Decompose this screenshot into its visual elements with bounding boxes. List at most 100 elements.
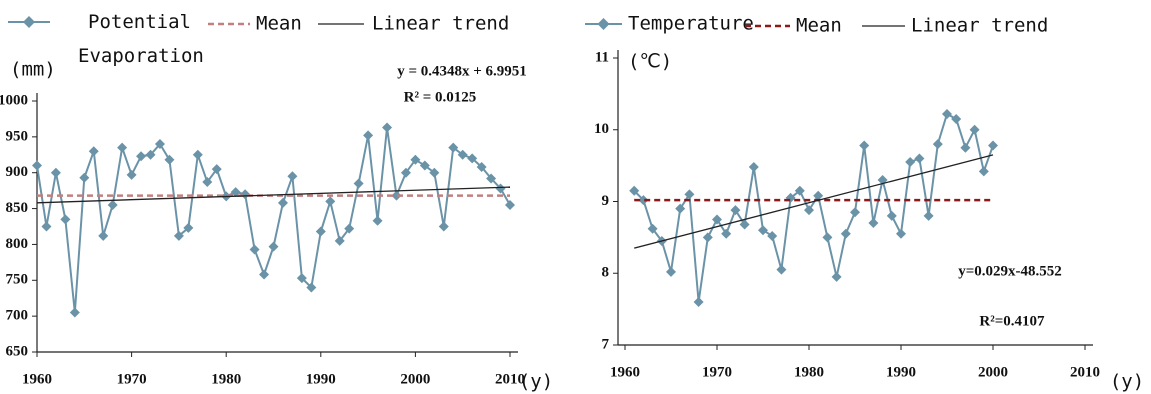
data-point (804, 205, 814, 216)
trend-line (36, 186, 511, 204)
data-point (767, 230, 778, 241)
data-point (410, 154, 421, 165)
x-tick-label: 2010 (495, 371, 525, 387)
data-point (684, 189, 695, 200)
data-point (776, 264, 787, 275)
r-squared: R² = 0.0125 (404, 89, 477, 105)
data-point (240, 189, 251, 200)
legend-marker (23, 16, 35, 28)
x-tick-label: 1960 (610, 364, 640, 380)
data-point (183, 222, 194, 233)
y-tick-label: 750 (6, 272, 29, 288)
data-point (978, 166, 989, 177)
data-point (107, 199, 118, 210)
data-point (647, 223, 658, 234)
data-point (840, 228, 851, 239)
data-point (712, 214, 722, 225)
x-tick-label: 2000 (978, 364, 1008, 380)
data-point (391, 190, 402, 201)
y-tick-label: 7 (602, 336, 610, 352)
data-point (259, 269, 270, 280)
data-point (693, 296, 704, 307)
y-tick-label: 9 (602, 193, 610, 209)
data-point (145, 149, 156, 160)
x-tick-label: 1990 (886, 364, 916, 380)
data-point (372, 215, 383, 226)
y-axis-label: (mm) (10, 59, 56, 81)
data-point (822, 232, 833, 243)
data-point (942, 108, 952, 119)
data-point (638, 195, 649, 206)
data-point (192, 149, 203, 160)
data-point (666, 266, 676, 277)
x-tick-label: 1970 (117, 371, 147, 387)
data-point (914, 153, 925, 164)
data-point (429, 167, 440, 178)
data-point (896, 228, 906, 239)
data-point (136, 151, 147, 162)
x-tick-label: 2010 (1070, 364, 1100, 380)
data-point (164, 154, 175, 165)
data-point (850, 207, 860, 218)
data-point (721, 228, 732, 239)
data-point (315, 226, 326, 237)
data-point (730, 205, 741, 216)
data-point (886, 210, 897, 221)
y-tick-label: 800 (6, 236, 29, 252)
data-line (633, 112, 994, 303)
y-tick-label: 8 (602, 265, 610, 281)
data-point (951, 113, 962, 124)
x-tick-label: 1980 (211, 371, 241, 387)
data-point (486, 173, 497, 184)
legend-label: Mean (796, 15, 842, 37)
data-point (287, 171, 298, 182)
data-point (154, 139, 165, 150)
y-tick-label: 10 (594, 121, 609, 137)
x-axis-label: (y) (519, 371, 553, 393)
data-point (277, 197, 288, 208)
data-point (32, 160, 42, 171)
legend-label: Mean (256, 13, 302, 35)
data-point (69, 307, 80, 318)
data-point (457, 149, 468, 160)
data-point (629, 185, 640, 196)
equation: y=0.029x-48.552 (958, 263, 1062, 279)
trend-line (634, 154, 994, 249)
x-tick-label: 1980 (794, 364, 824, 380)
data-point (50, 167, 61, 178)
data-point (448, 142, 459, 153)
data-point (675, 203, 686, 214)
legend-label: Temperature (628, 13, 754, 35)
data-point (702, 232, 713, 243)
data-point (98, 230, 109, 241)
data-point (739, 219, 750, 230)
data-point (419, 160, 430, 171)
y-tick-label: 900 (6, 164, 29, 180)
y-tick-label: 650 (6, 343, 29, 359)
y-tick-label: 950 (6, 128, 29, 144)
data-point (249, 244, 260, 255)
data-point (344, 223, 355, 234)
x-tick-label: 1990 (306, 371, 336, 387)
data-point (467, 153, 478, 164)
data-point (117, 142, 128, 153)
data-point (794, 185, 805, 196)
x-tick-label: 1970 (702, 364, 732, 380)
y-axis-label: (℃) (628, 51, 672, 73)
data-point (268, 241, 279, 252)
legend-label: Potential Evaporation (78, 11, 204, 67)
data-point (960, 142, 971, 153)
data-point (88, 146, 99, 157)
data-point (748, 162, 759, 173)
data-point (758, 225, 768, 236)
legend-label: Linear trend (911, 15, 1048, 37)
data-point (126, 169, 137, 180)
data-point (41, 221, 52, 232)
data-point (211, 164, 222, 175)
equation: y = 0.4348x + 6.9951 (397, 63, 527, 79)
data-point (363, 130, 374, 141)
data-point (923, 210, 934, 221)
x-axis-label: (y) (1110, 371, 1144, 393)
data-point (202, 177, 213, 188)
